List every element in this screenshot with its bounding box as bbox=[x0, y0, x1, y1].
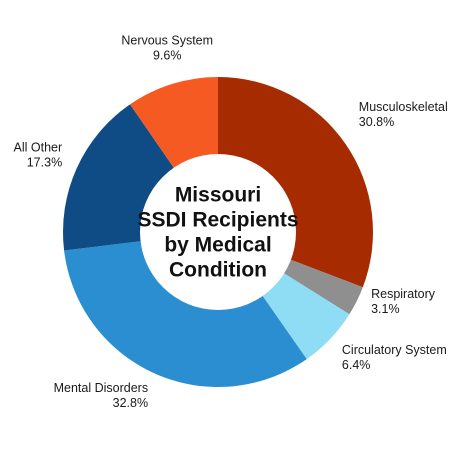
slice-label-name: Respiratory bbox=[371, 287, 436, 301]
slice-label-name: All Other bbox=[14, 141, 63, 155]
donut-hole bbox=[140, 154, 296, 310]
slice-label-name: Musculoskeletal bbox=[359, 100, 448, 114]
chart-title-line: by Medical bbox=[164, 234, 271, 257]
slice-label-name: Nervous System bbox=[121, 34, 213, 48]
slice-label-name: Circulatory System bbox=[342, 343, 447, 357]
chart-title-line: Missouri bbox=[175, 184, 261, 207]
slice-mental-disorders bbox=[64, 232, 307, 388]
slice-label-value: 3.1% bbox=[371, 302, 400, 316]
slice-label-name: Mental Disorders bbox=[54, 381, 148, 395]
chart-title-line: Condition bbox=[169, 259, 267, 282]
slice-label-value: 6.4% bbox=[342, 358, 371, 372]
slice-label-value: 32.8% bbox=[113, 396, 148, 410]
slice-label-value: 9.6% bbox=[153, 49, 182, 63]
slice-label-value: 17.3% bbox=[27, 156, 62, 170]
chart-title-line: SSDI Recipients bbox=[137, 209, 298, 232]
slice-label-value: 30.8% bbox=[359, 115, 394, 129]
